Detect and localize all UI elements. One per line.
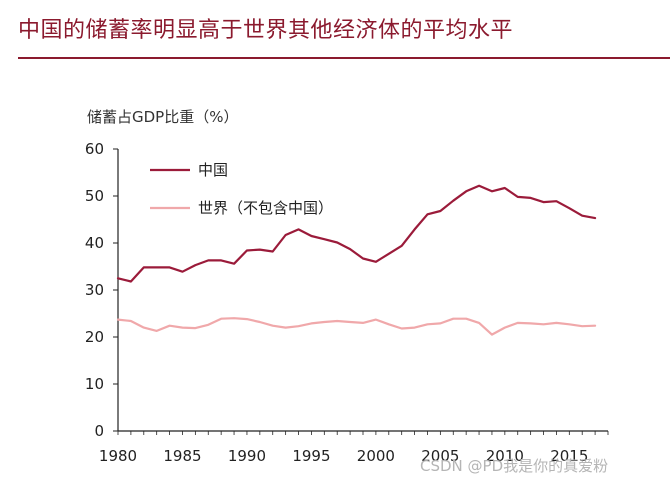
series-line-china bbox=[116, 184, 597, 283]
y-tick-label: 0 bbox=[94, 422, 104, 440]
page-title: 中国的储蓄率明显高于世界其他经济体的平均水平 bbox=[18, 18, 514, 43]
axes: 0 10 20 30 40 50 60 1980 1985 1990 1995 2000 2005 201… bbox=[85, 140, 609, 465]
x-tick-label: 2010 bbox=[486, 447, 524, 465]
watermark-text: CSDN @PD我是你的真爱粉 bbox=[420, 457, 609, 475]
x-tick-label: 2000 bbox=[357, 447, 395, 465]
y-tick-label: 50 bbox=[85, 187, 104, 205]
x-tick-label: 2015 bbox=[550, 447, 588, 465]
y-tick-label: 10 bbox=[85, 375, 104, 393]
x-tick-label: 2005 bbox=[421, 447, 459, 465]
y-axis-label: 储蓄占GDP比重（%） bbox=[87, 108, 239, 126]
legend-label: 世界（不包含中国） bbox=[198, 199, 333, 217]
y-tick-label: 40 bbox=[85, 234, 104, 252]
y-tick-label: 20 bbox=[85, 328, 104, 346]
title-divider bbox=[18, 57, 670, 59]
y-tick-label: 30 bbox=[85, 281, 104, 299]
series-layer bbox=[116, 184, 597, 336]
legend-label: 中国 bbox=[198, 161, 228, 179]
x-tick-label: 1995 bbox=[292, 447, 330, 465]
x-tick-label: 1985 bbox=[163, 447, 201, 465]
y-tick-label: 60 bbox=[85, 140, 104, 158]
x-tick-label: 1980 bbox=[99, 447, 137, 465]
series-line-world bbox=[116, 317, 597, 336]
x-tick-label: 1990 bbox=[228, 447, 266, 465]
